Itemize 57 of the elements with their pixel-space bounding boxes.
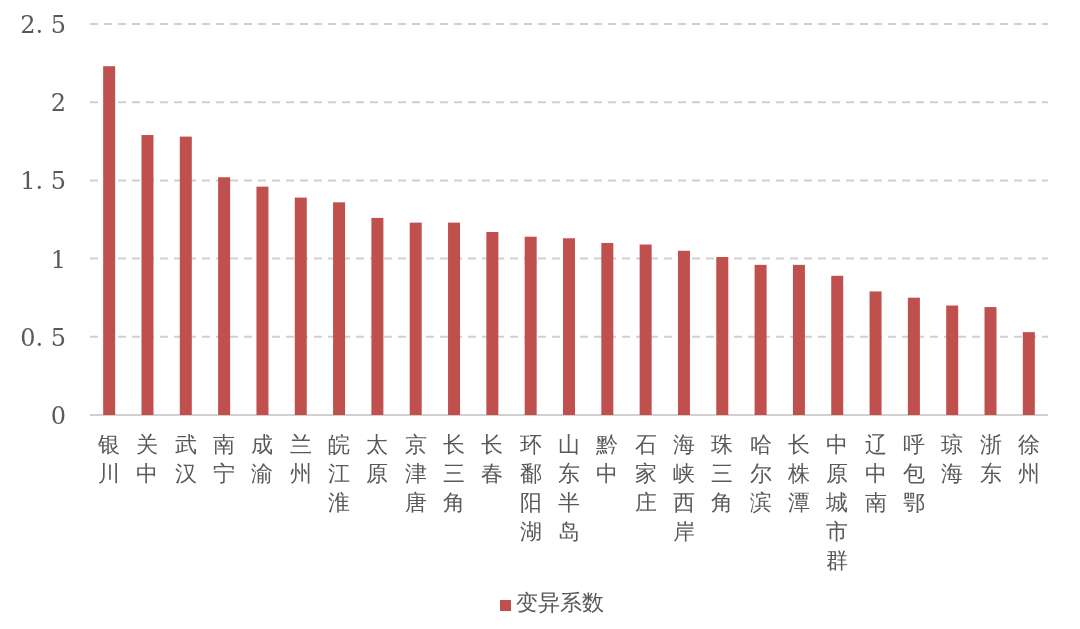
x-tick-label: 浙东: [979, 432, 1002, 486]
y-tick-label: 2. 5: [20, 11, 66, 39]
bar: [716, 257, 729, 415]
x-tick-label: 黔中: [595, 432, 619, 486]
x-tick-label: 徐州: [1017, 432, 1040, 486]
bar: [907, 297, 920, 415]
x-tick-label: 成渝: [251, 432, 274, 486]
x-tick-label: 长春: [481, 432, 504, 486]
bar: [179, 136, 192, 415]
bar: [218, 177, 231, 415]
x-tick-label: 南宁: [213, 432, 236, 486]
x-tick-label: 中原城市群: [825, 432, 849, 573]
bar: [946, 305, 959, 415]
bar: [601, 242, 614, 415]
x-tick-label: 银川: [97, 432, 121, 486]
x-tick-label: 石家庄: [634, 432, 657, 515]
bar: [256, 186, 269, 415]
y-tick-label: 1: [50, 245, 66, 274]
bar: [141, 135, 154, 415]
bar: [754, 264, 767, 415]
bar: [103, 66, 116, 415]
bar: [792, 264, 805, 415]
y-tick-label: 2: [50, 89, 66, 118]
y-tick-label: 0. 5: [20, 323, 66, 352]
bar: [563, 238, 575, 415]
x-tick-label: 山东半岛: [558, 432, 580, 544]
x-tick-label: 珠三角: [711, 432, 734, 515]
x-tick-label: 关中: [136, 432, 159, 486]
bar: [448, 222, 461, 415]
bar: [486, 232, 499, 415]
x-tick-label: 长三角: [443, 432, 466, 515]
y-tick-label: 1. 5: [20, 167, 66, 196]
x-tick-label: 呼包鄂: [902, 432, 925, 515]
bar: [984, 307, 997, 415]
x-tick-label: 琼海: [941, 432, 964, 486]
y-tick-label: 0: [50, 402, 66, 430]
x-tick-label: 海峡西岸: [672, 432, 695, 544]
legend-label: 变异系数: [516, 590, 604, 615]
x-tick-label: 长株潭: [786, 432, 810, 515]
x-tick-label: 兰州: [289, 432, 312, 486]
bar: [333, 202, 346, 415]
bar: [639, 244, 652, 415]
x-tick-label: 皖江淮: [328, 432, 351, 515]
bar: [1022, 332, 1035, 415]
x-tick-label: 哈尔滨: [749, 432, 772, 515]
x-tick-label: 辽中南: [864, 432, 887, 515]
x-tick-label: 京津唐: [404, 432, 427, 515]
bar: [677, 250, 690, 415]
bar: [831, 275, 844, 415]
x-tick-label: 环鄱阳湖: [519, 432, 542, 544]
bar: [524, 236, 537, 415]
bar: [371, 217, 384, 415]
x-tick-label: 武汉: [174, 432, 197, 486]
x-tick-label: 太原: [366, 432, 389, 486]
bar: [294, 197, 307, 415]
bar: [869, 291, 882, 415]
bar: [409, 222, 422, 415]
